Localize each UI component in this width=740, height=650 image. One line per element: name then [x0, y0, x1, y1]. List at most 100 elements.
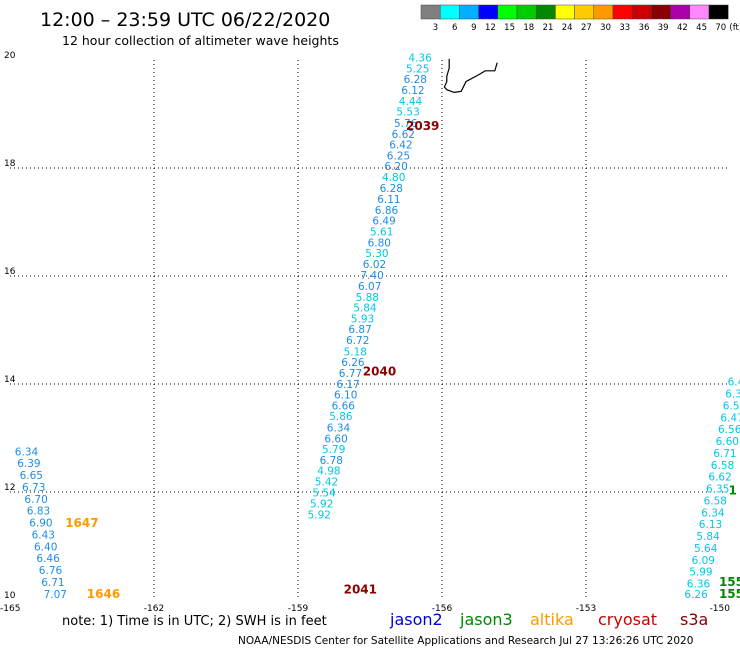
wave-height-label: 5.79	[322, 444, 345, 456]
wave-height-label: 5.76	[394, 118, 418, 130]
wave-height-label: 6.40	[34, 541, 57, 553]
wave-height-label: 5.93	[351, 313, 374, 325]
scale-swatch	[535, 4, 556, 20]
satellite-name-jason3: jason3	[459, 610, 513, 629]
x-tick-label: -153	[576, 604, 596, 614]
wave-height-label: 6.56	[718, 424, 740, 436]
coastline	[443, 58, 498, 94]
wave-height-label: 5.25	[406, 63, 429, 75]
wave-height-label: 6.09	[692, 555, 715, 567]
wave-height-marks: 4.365.256.286.124.445.535.766.626.426.25…	[15, 53, 740, 601]
wave-height-label: 6.34	[701, 507, 725, 519]
y-tick-label: 12	[4, 483, 15, 493]
x-tick-label: -150	[710, 604, 731, 614]
wave-height-label: 7.40	[360, 270, 383, 282]
wave-height-label: 6.60	[716, 436, 739, 448]
scale-swatch	[555, 4, 575, 20]
pass-time-label: 1	[729, 484, 737, 498]
scale-swatch	[670, 4, 691, 20]
wave-height-label: 6.11	[377, 194, 400, 206]
wave-height-label: 6.20	[384, 161, 407, 173]
wave-height-label: 6.35	[706, 484, 729, 496]
wave-height-label: 6.25	[387, 150, 410, 162]
scale-swatch	[478, 4, 499, 20]
wave-height-label: 6.46	[36, 553, 60, 565]
wave-height-label: 5.88	[356, 292, 379, 304]
wave-height-label: 6.47	[720, 412, 740, 424]
wave-height-label: 4.98	[317, 466, 340, 478]
y-tick-label: 20	[4, 51, 16, 61]
chart-subtitle: 12 hour collection of altimeter wave hei…	[62, 33, 339, 48]
plot-area: -165 -162 -159 -156 -153 -150 20 18 16 14 12 10 4.3…	[0, 51, 740, 614]
scale-label: 70	[715, 23, 726, 33]
wave-height-label: 6.02	[363, 259, 386, 271]
pass-time-label: 2040	[363, 364, 396, 378]
scale-label: 39	[658, 23, 669, 33]
wave-height-label: 5.61	[370, 227, 393, 239]
wave-height-label: 6.62	[392, 129, 415, 141]
wave-height-label: 6.28	[404, 74, 427, 86]
wave-height-label: 5.54	[312, 487, 336, 499]
wave-height-label: 6.78	[320, 455, 343, 467]
wave-height-label: 6.83	[27, 506, 50, 518]
wave-height-label: 6.26	[341, 357, 365, 369]
wave-height-label: 5.30	[365, 248, 388, 260]
pass-time-label: 1556	[719, 587, 740, 601]
scale-label: 42	[677, 23, 688, 33]
wave-height-label: 6.71	[41, 577, 64, 589]
wave-height-label: 6.90	[29, 518, 52, 530]
wave-height-label: 6.58	[704, 495, 727, 507]
wave-height-label: 6.86	[375, 205, 399, 217]
x-tick-label: -159	[288, 604, 309, 614]
wave-height-label: 6.28	[380, 183, 403, 195]
scale-label: 45	[696, 23, 707, 33]
scale-swatch	[708, 4, 729, 20]
y-tick-label: 16	[4, 267, 16, 277]
scale-label: 6	[452, 23, 457, 33]
scale-label: 24	[562, 23, 573, 33]
scale-unit: (ft)	[729, 23, 740, 33]
wave-height-label: 5.92	[308, 509, 331, 521]
wave-height-label: 6.65	[20, 470, 43, 482]
wave-height-label: 6.36	[687, 579, 711, 591]
wave-height-label: 6.49	[372, 216, 395, 228]
wave-height-label: 5.18	[344, 346, 367, 358]
y-tick-label: 14	[4, 375, 16, 385]
wave-height-label: 4.36	[408, 53, 432, 65]
wave-height-label: 6.07	[358, 281, 381, 293]
scale-label: 18	[523, 23, 534, 33]
y-tick-label: 10	[4, 591, 16, 601]
wave-height-label: 4.80	[382, 172, 405, 184]
scale-label: 9	[471, 23, 476, 33]
pass-time-label: 1647	[65, 516, 98, 530]
satellite-name-s3a: s3a	[680, 610, 708, 629]
scale-swatch	[497, 4, 518, 20]
scale-label: 12	[485, 23, 496, 33]
x-tick-label: -156	[432, 604, 453, 614]
wave-height-label: 5.99	[689, 567, 712, 579]
pass-time-label: 2039	[406, 119, 439, 133]
wave-height-label: 6.62	[708, 472, 731, 484]
satellite-name-altika: altika	[530, 610, 574, 629]
scale-swatch	[651, 4, 671, 20]
scale-swatch	[612, 4, 633, 20]
satellite-name-cryosat: cryosat	[598, 610, 657, 629]
x-tick-label: -165	[0, 604, 20, 614]
wave-height-label: 6.72	[346, 335, 369, 347]
pass-time-label: 1646	[87, 587, 120, 601]
satellite-name-jason2: jason2	[389, 610, 443, 629]
wave-height-label: 6.39	[17, 458, 40, 470]
satellite-legend: jason2 jason3 altika cryosat s3a	[389, 610, 708, 629]
wave-height-label: 5.64	[694, 543, 718, 555]
wave-height-label: 5.92	[310, 499, 333, 511]
credit-line: NOAA/NESDIS Center for Satellite Applica…	[238, 635, 693, 647]
scale-swatch	[631, 4, 652, 20]
wave-height-label: 4.44	[399, 96, 423, 108]
scale-swatch	[689, 4, 710, 20]
wave-height-label: 6.76	[39, 565, 63, 577]
scale-label: 3	[433, 23, 438, 33]
wave-height-label: 6.58	[711, 460, 734, 472]
wave-height-label: 6.17	[336, 379, 359, 391]
